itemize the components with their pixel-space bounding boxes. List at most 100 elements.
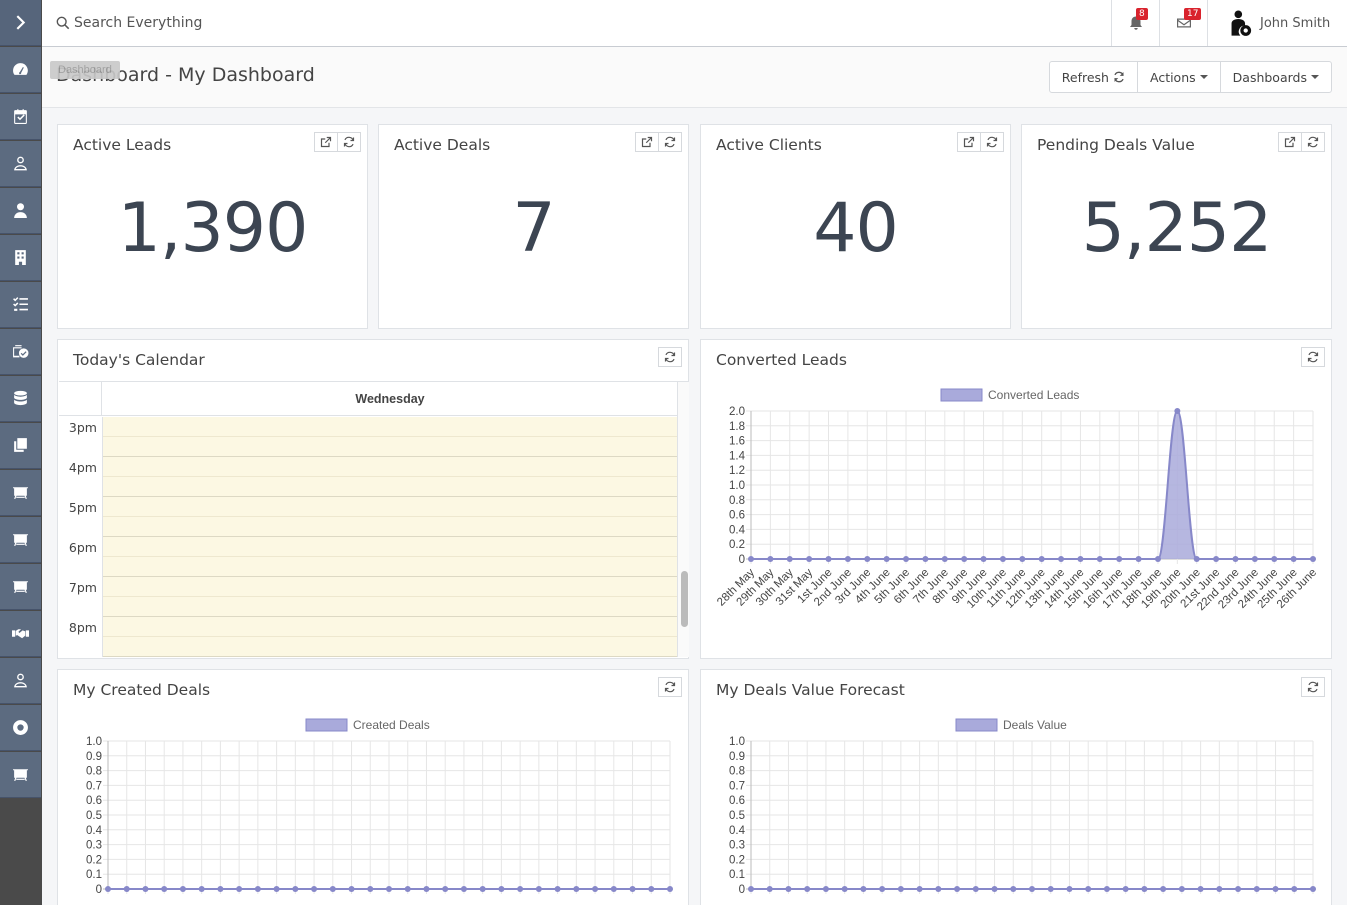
panel-title: Converted Leads: [716, 351, 847, 369]
sidebar-item-meetings-1[interactable]: [0, 470, 41, 516]
caret-down-icon: [1311, 75, 1319, 79]
calendar-time-slot[interactable]: [103, 577, 677, 597]
sidebar-item-users[interactable]: [0, 188, 41, 234]
data-point: [1178, 886, 1185, 892]
data-point: [1116, 556, 1123, 562]
calendar-time-label: 6pm: [68, 540, 97, 555]
sidebar-item-deals[interactable]: [0, 611, 41, 657]
panel-refresh-button[interactable]: [658, 677, 682, 697]
legend-swatch: [955, 718, 998, 732]
data-point: [123, 886, 130, 892]
data-point: [1216, 886, 1223, 892]
data-point: [1291, 886, 1298, 892]
y-tick-label: 0.3: [729, 840, 745, 852]
panel-refresh-button[interactable]: [1301, 677, 1325, 697]
data-point: [864, 556, 871, 562]
page-header: Dashboard - My Dashboard Refresh Actions…: [42, 47, 1347, 108]
data-point: [498, 886, 505, 892]
y-tick-label: 1.6: [729, 436, 745, 448]
panel-refresh-button[interactable]: [1301, 347, 1325, 367]
sidebar-item-meetings-3[interactable]: [0, 564, 41, 610]
data-point: [1193, 556, 1200, 562]
stat-panel-pending-deals-value: Pending Deals Value 5,252: [1021, 124, 1332, 329]
panel-refresh-button[interactable]: [658, 132, 682, 152]
scrollbar-thumb[interactable]: [681, 571, 688, 627]
open-external-button[interactable]: [1278, 132, 1302, 152]
panel-refresh-button[interactable]: [337, 132, 361, 152]
data-point: [386, 886, 392, 892]
calendar-time-slot[interactable]: [103, 557, 677, 577]
calendar-time-slot[interactable]: [103, 597, 677, 617]
y-tick-label: 0.1: [86, 869, 102, 881]
messages-button[interactable]: 17: [1159, 0, 1207, 46]
sidebar-item-contacts[interactable]: [0, 141, 41, 187]
panel-refresh-button[interactable]: [1301, 132, 1325, 152]
calendar-time-slot[interactable]: [103, 497, 677, 517]
data-point: [766, 886, 773, 892]
sidebar-item-database[interactable]: [0, 376, 41, 422]
data-point: [1197, 886, 1204, 892]
calendar-time-slot[interactable]: [103, 617, 677, 637]
notifications-button[interactable]: 8: [1111, 0, 1159, 46]
y-tick-label: 1.0: [729, 480, 745, 492]
calendar-time-slot[interactable]: [103, 537, 677, 557]
refresh-icon: [1307, 351, 1319, 363]
calendar-time-slot[interactable]: [103, 477, 677, 497]
sidebar-item-documents[interactable]: [0, 423, 41, 469]
data-point: [1174, 408, 1181, 414]
data-point: [479, 886, 486, 892]
user-icon: [14, 203, 27, 218]
data-point: [648, 886, 655, 892]
caret-down-icon: [1199, 75, 1208, 79]
calendar-time-slot[interactable]: [103, 517, 677, 537]
calendar-time-slot[interactable]: [103, 417, 677, 437]
sidebar-item-deals-approved[interactable]: [0, 329, 41, 375]
data-point: [1160, 886, 1167, 892]
calendar-time-slot[interactable]: [103, 437, 677, 457]
data-point: [105, 886, 111, 892]
y-tick-label: 0.7: [86, 780, 102, 792]
wallet-check-icon: [13, 345, 29, 358]
sidebar-item-companies[interactable]: [0, 235, 41, 281]
sidebar-item-meetings-2[interactable]: [0, 517, 41, 563]
sidebar-item-profile[interactable]: [0, 658, 41, 704]
refresh-icon: [986, 136, 998, 148]
sidebar-item-tasks[interactable]: [0, 282, 41, 328]
open-external-button[interactable]: [314, 132, 338, 152]
data-point: [897, 886, 904, 892]
dashboards-button[interactable]: Dashboards: [1221, 62, 1331, 92]
sidebar-item-calendar[interactable]: [0, 94, 41, 140]
sidebar-item-training[interactable]: [0, 752, 41, 798]
refresh-icon: [343, 136, 355, 148]
actions-button[interactable]: Actions: [1138, 62, 1221, 92]
data-point: [1038, 556, 1045, 562]
data-point: [1235, 886, 1242, 892]
sidebar-item-dashboard[interactable]: [0, 47, 41, 93]
list-check-icon: [13, 297, 28, 311]
user-menu[interactable]: John Smith: [1207, 0, 1347, 46]
legend-label: Converted Leads: [988, 388, 1079, 402]
data-point: [460, 886, 467, 892]
refresh-button[interactable]: Refresh: [1050, 62, 1138, 92]
data-point: [348, 886, 355, 892]
open-external-button[interactable]: [635, 132, 659, 152]
presentation-icon: [13, 534, 28, 546]
user-outline-icon: [14, 156, 27, 171]
panel-refresh-button[interactable]: [658, 347, 682, 367]
data-point: [825, 556, 832, 562]
calendar-scrollbar[interactable]: [677, 382, 689, 657]
data-point: [292, 886, 299, 892]
copy-icon: [14, 438, 27, 452]
data-point: [404, 886, 411, 892]
data-point: [822, 886, 829, 892]
open-external-button[interactable]: [957, 132, 981, 152]
y-tick-label: 1.0: [86, 736, 102, 748]
sidebar-item-support[interactable]: [0, 705, 41, 751]
sidebar-toggle[interactable]: [0, 0, 41, 46]
data-point: [1271, 556, 1278, 562]
calendar-time-slot[interactable]: [103, 637, 677, 657]
calendar-time-slot[interactable]: [103, 457, 677, 477]
created-deals-panel: My Created Deals Created Deals 0 0.1 0.2 0.3…: [57, 669, 689, 905]
search-input[interactable]: [74, 15, 434, 31]
panel-refresh-button[interactable]: [980, 132, 1004, 152]
